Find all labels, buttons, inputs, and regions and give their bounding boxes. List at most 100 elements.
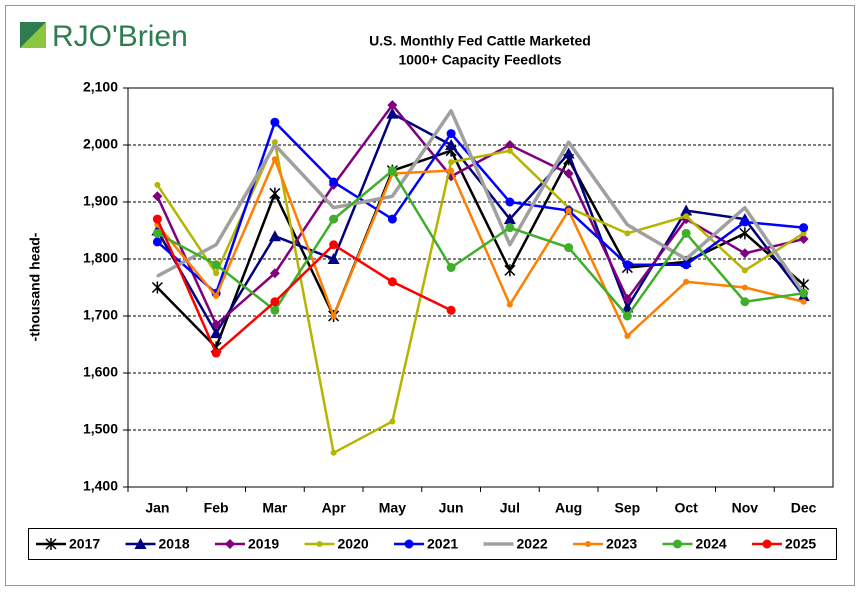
point (270, 297, 280, 307)
logo-text: RJO'Brien (52, 20, 188, 53)
point (327, 253, 340, 264)
y-tick-label: 1,600 (83, 364, 118, 380)
point (387, 214, 397, 224)
point (446, 305, 456, 315)
point (156, 275, 159, 278)
point (154, 181, 161, 188)
point (448, 167, 455, 174)
point (270, 305, 280, 315)
legend-marker (762, 539, 772, 549)
legend-marker (316, 541, 323, 547)
point (152, 191, 163, 202)
point (269, 187, 281, 200)
point (210, 327, 223, 339)
point (800, 298, 807, 305)
point (506, 147, 513, 154)
point (503, 213, 516, 225)
legend-label: 2025 (785, 536, 816, 552)
point (152, 237, 162, 247)
logo: RJO'Brien (20, 20, 188, 53)
y-tick-label: 1,500 (83, 421, 118, 437)
series-line (156, 218, 452, 355)
y-tick-label: 2,100 (83, 79, 118, 95)
point (446, 263, 456, 273)
chart-title: U.S. Monthly Fed Cattle Marketed (369, 33, 591, 49)
point (329, 240, 339, 250)
point (622, 293, 633, 304)
point (329, 177, 339, 187)
point (271, 139, 278, 146)
point (508, 243, 511, 246)
point (799, 223, 809, 233)
point (213, 270, 220, 277)
y-tick-label: 1,400 (83, 478, 118, 494)
point (215, 243, 218, 246)
point (387, 166, 397, 176)
point (391, 195, 394, 198)
point (565, 207, 572, 214)
series-line (156, 169, 804, 318)
x-tick-label: Feb (204, 500, 229, 516)
point (504, 140, 515, 150)
x-tick-label: Jan (145, 500, 169, 516)
point (622, 260, 632, 270)
legend-marker (225, 539, 235, 549)
point (504, 264, 516, 277)
point (211, 319, 222, 330)
point (741, 267, 748, 274)
series-line (156, 109, 806, 295)
point (211, 348, 221, 358)
point (505, 197, 515, 207)
y-tick-label: 1,700 (83, 307, 118, 323)
point (329, 214, 339, 224)
legend-label: 2020 (338, 536, 369, 552)
chart-frame (5, 5, 855, 586)
series-line (156, 158, 804, 338)
x-tick-label: Jul (500, 500, 520, 516)
point (562, 147, 575, 159)
point (683, 278, 690, 285)
point (446, 129, 456, 139)
legend-label: 2021 (427, 536, 458, 552)
point (330, 313, 337, 319)
point (563, 168, 574, 179)
point (213, 293, 220, 300)
legend-label: 2022 (517, 536, 548, 552)
series-line (156, 120, 804, 295)
point (622, 311, 632, 321)
point (271, 156, 278, 163)
point (505, 223, 515, 233)
point (152, 228, 162, 238)
point (211, 260, 221, 270)
point (740, 217, 750, 227)
legend-label: 2024 (696, 536, 727, 552)
point (506, 301, 513, 308)
legend-label: 2018 (159, 536, 190, 552)
x-tick-label: Nov (732, 500, 759, 516)
y-tick-label: 1,900 (83, 193, 118, 209)
point (743, 206, 746, 209)
point (330, 449, 337, 456)
logo-mark (20, 22, 46, 48)
legend-marker (45, 538, 57, 550)
point (685, 258, 688, 260)
y-axis-label: -thousand head- (27, 232, 43, 341)
point (450, 109, 453, 112)
point (270, 117, 280, 127)
point (389, 418, 396, 425)
chart-subtitle: 1000+ Capacity Feedlots (398, 52, 561, 68)
x-tick-label: Dec (791, 500, 817, 516)
point (448, 159, 455, 166)
x-tick-label: Jun (439, 500, 464, 516)
x-tick-label: Sep (615, 500, 641, 516)
point (683, 213, 690, 220)
legend-label: 2023 (606, 536, 637, 552)
point (567, 141, 570, 144)
legend-marker (585, 541, 591, 547)
point (681, 260, 691, 270)
point (268, 230, 281, 242)
point (269, 268, 280, 279)
point (445, 139, 458, 150)
x-tick-label: Aug (555, 500, 582, 516)
